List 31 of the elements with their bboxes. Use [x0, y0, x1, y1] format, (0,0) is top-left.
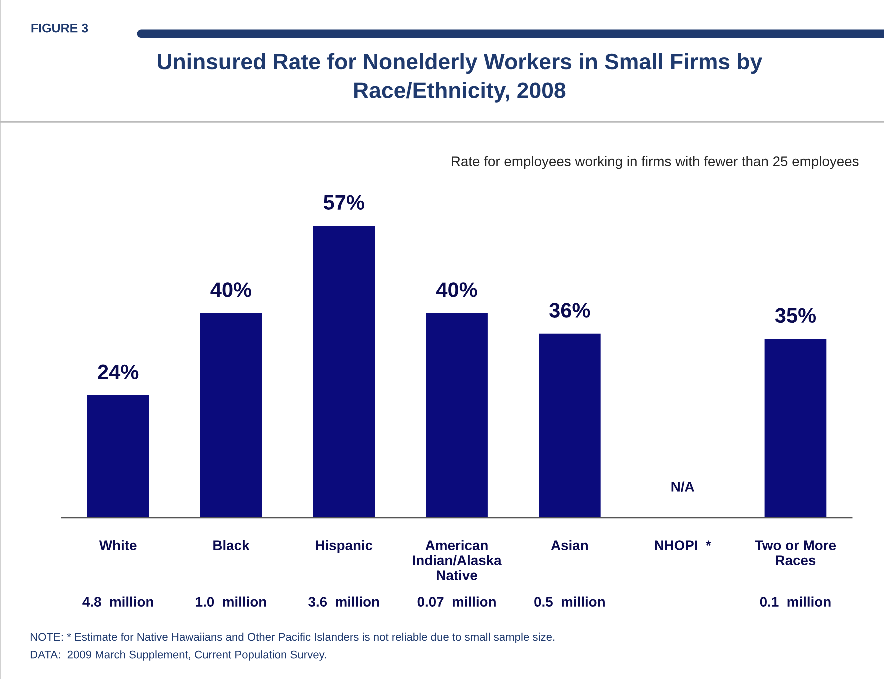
text: 0.1 million — [760, 596, 831, 607]
data-label: 40% — [436, 282, 478, 298]
x-tick-label: Two or More Races — [755, 540, 836, 566]
text: 1.0 million — [196, 596, 266, 607]
data-label: 24% — [98, 364, 139, 380]
bar — [198, 312, 264, 518]
text: 0.5 million — [534, 596, 605, 607]
annotation: N/A — [672, 482, 694, 492]
text: 0.07 million — [418, 596, 496, 607]
x-tick-label: Asian — [551, 540, 588, 550]
x-tick-label: NHOPI * — [655, 540, 712, 550]
bar — [763, 338, 828, 518]
x-tick-label: Hispanic — [316, 540, 373, 554]
data-label: 57% — [324, 195, 364, 210]
x-tick-label: White — [99, 540, 137, 550]
data-label: 36% — [550, 303, 590, 318]
text: DATA: 2009 March Supplement, Current Population Survey. — [30, 650, 326, 661]
bar — [424, 312, 490, 518]
x-tick-label: American Indian/Alaska Native — [413, 540, 502, 580]
text: NOTE: * Estimate for Native Hawaiians and Other Pacific Islanders is not reliable due to small sample size. — [30, 632, 555, 644]
data-label: 35% — [775, 308, 816, 324]
text: 4.8 million — [82, 596, 154, 607]
bar — [312, 224, 376, 518]
text: 3.6 million — [308, 596, 380, 608]
x-tick-label: Black — [214, 540, 250, 550]
bar — [86, 394, 151, 518]
chart-subtitle: Rate for employees working in firms with fewer than 25 employees — [452, 156, 859, 170]
caption: FIGURE 3 — [32, 24, 88, 33]
data-label: 40% — [210, 282, 252, 298]
bar — [538, 332, 602, 518]
chart-title: Uninsured Rate for Nonelderly Workers in Small Firms by Race/Ethnicity, 2008 — [158, 53, 763, 103]
